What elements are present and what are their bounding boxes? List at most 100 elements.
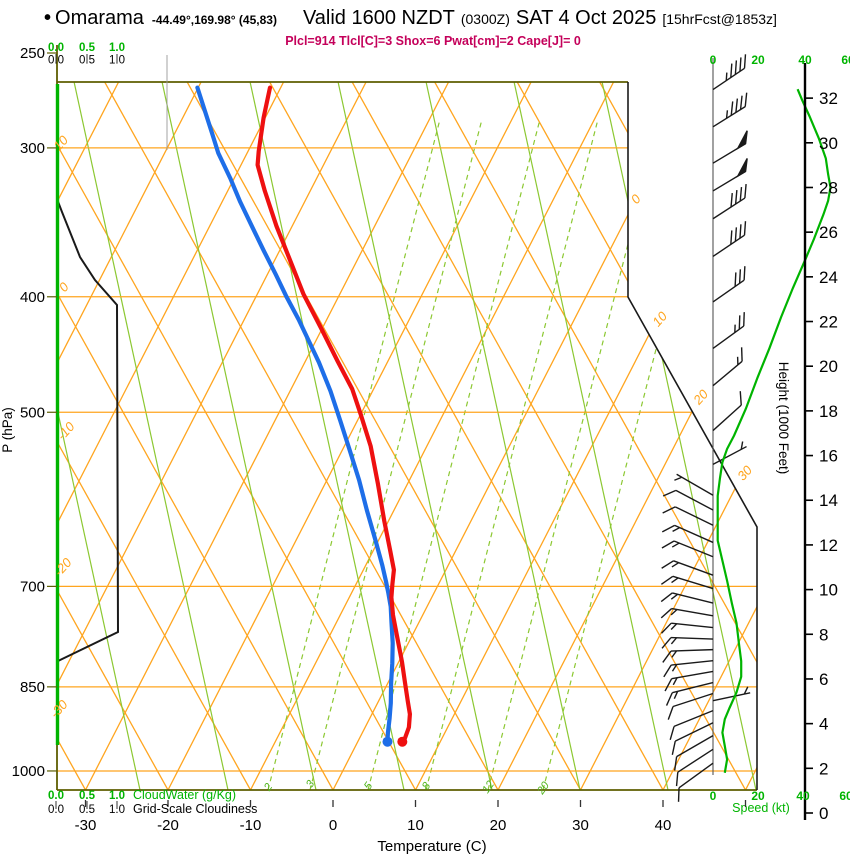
wind-barb-shaft	[671, 670, 714, 680]
wind-barb-full	[739, 224, 742, 239]
cloudwater-scale-bottom: 1.0	[109, 790, 125, 802]
dry-adiabat-line	[57, 82, 417, 790]
dry-adiabat-line	[410, 82, 757, 790]
wind-barb-full	[739, 187, 743, 202]
cloudwater-title: CloudWater (g/Kg)	[133, 788, 236, 802]
height-tick-label: 4	[819, 715, 828, 734]
wind-barb-half	[743, 686, 749, 695]
isotherm-line	[84, 82, 471, 790]
wind-barb-pennant	[736, 158, 748, 178]
wind-barb-full	[669, 726, 675, 741]
wind-barb-half	[672, 677, 678, 686]
moist-adiabat-line	[328, 82, 493, 790]
moist-adiabat-line	[240, 82, 405, 790]
wind-barb-pennant	[736, 130, 748, 151]
height-tick-label: 0	[819, 804, 828, 823]
forecast-tag: [15hrFcst@1853z]	[662, 11, 777, 27]
isotherm-line	[662, 82, 757, 790]
height-tick-label: 32	[819, 89, 838, 108]
wind-barb-half	[670, 637, 678, 645]
pressure-tick-label: 300	[20, 140, 45, 157]
wind-barb-full	[730, 230, 733, 245]
temperature-tick-label: 30	[572, 817, 589, 834]
wind-barb-shaft	[671, 659, 714, 666]
cloudwater-scale-bottom: 0.0	[48, 790, 64, 802]
wind-barb-half	[725, 110, 729, 119]
station-name: Omarama	[55, 7, 144, 29]
cloudiness-scale-bottom: 0.5	[79, 804, 95, 816]
wind-barb-shaft	[712, 325, 745, 350]
wind-barb-full	[662, 489, 677, 497]
cloudwater-scale-top: 0.5	[79, 42, 96, 54]
isotherm-line	[57, 82, 141, 790]
wind-barb-full	[738, 269, 742, 284]
wind-barb-shaft	[674, 524, 714, 544]
wind-barb-shaft	[676, 473, 714, 496]
dry-adiabat-line	[163, 82, 582, 790]
moist-adiabat-line	[64, 82, 229, 790]
wind-barb-shaft	[673, 540, 714, 558]
height-tick-label: 8	[819, 625, 828, 644]
wind-barb-full	[743, 221, 747, 236]
wind-barb-shaft	[677, 748, 714, 773]
wind-barb-shaft	[672, 692, 714, 708]
moist-adiabat-line	[416, 82, 581, 790]
isotherm-line	[249, 82, 636, 790]
wind-barb-full	[675, 772, 679, 787]
wind-barb-full	[660, 592, 673, 603]
wind-barb-shaft	[712, 67, 745, 91]
wind-barb-shaft	[675, 489, 714, 511]
speed-tick-bottom: 20	[751, 789, 765, 803]
wind-barb-half	[740, 441, 744, 450]
temperature-tick-label: -30	[75, 817, 97, 834]
pressure-tick-label: 500	[20, 404, 45, 421]
wind-barb-shaft	[672, 681, 714, 694]
temperature-curve-surface-dot	[397, 736, 408, 747]
wind-barb-full	[734, 272, 737, 287]
wind-barb-shaft	[678, 762, 714, 789]
wind-barbs	[660, 54, 751, 802]
dry-adiabat-line	[493, 82, 757, 790]
wind-barb-shaft	[671, 636, 714, 640]
wind-barb-full	[734, 227, 738, 242]
wind-barb-shaft	[671, 648, 714, 652]
temperature-tick-label: 0	[329, 817, 337, 834]
cloudiness-scale-bottom: 1.0	[109, 804, 125, 816]
wind-barb-shaft	[671, 607, 714, 617]
wind-barb-full	[661, 622, 672, 634]
wind-barb-full	[667, 706, 674, 720]
wind-barb-shaft	[676, 735, 714, 758]
wind-barb-shaft	[673, 560, 714, 576]
mixing-ratio-label: 2	[261, 781, 275, 794]
temperature-tick-label: -20	[157, 817, 179, 834]
wind-barb-shaft	[671, 622, 714, 629]
wind-barb-shaft	[672, 592, 714, 604]
wind-barb-half	[674, 476, 683, 481]
temperature-tick-label: -10	[240, 817, 262, 834]
height-axis-title: Height (1000 Feet)	[776, 362, 791, 475]
wind-barb-full	[662, 650, 672, 663]
station-coords: -44.49°,169.98° (45,83)	[151, 13, 277, 27]
wind-barb-shaft	[674, 722, 714, 742]
wind-barb-full	[663, 664, 672, 678]
isotherm-line	[579, 82, 757, 790]
dry-adiabat-line	[57, 82, 169, 790]
cloudwater-scale-bottom: 0.5	[79, 790, 96, 802]
skewt-grid	[57, 82, 757, 790]
wind-barb-shaft	[672, 575, 714, 590]
temperature-tick-label: 20	[490, 817, 507, 834]
wind-barb-full	[739, 391, 742, 406]
chart-title: • Omarama -44.49°,169.98° (45,83) Valid 160…	[44, 7, 777, 30]
dry-adiabat-label: -30	[47, 696, 71, 721]
pressure-tick-label: 850	[20, 679, 45, 696]
wind-barb-shaft	[712, 445, 747, 466]
wind-barb-full	[660, 575, 674, 585]
wind-barb-full	[743, 54, 747, 69]
stability-indices: Plcl=914 Tlcl[C]=3 Shox=6 Pwat[cm]=2 Cap…	[285, 34, 581, 48]
wind-barb-half	[670, 608, 678, 616]
data-region-right-boundary	[627, 82, 758, 790]
moist-adiabat-line	[592, 82, 757, 790]
valid-date: SAT 4 Oct 2025	[515, 7, 657, 29]
speed-axis-title: Speed (kt)	[732, 801, 790, 815]
